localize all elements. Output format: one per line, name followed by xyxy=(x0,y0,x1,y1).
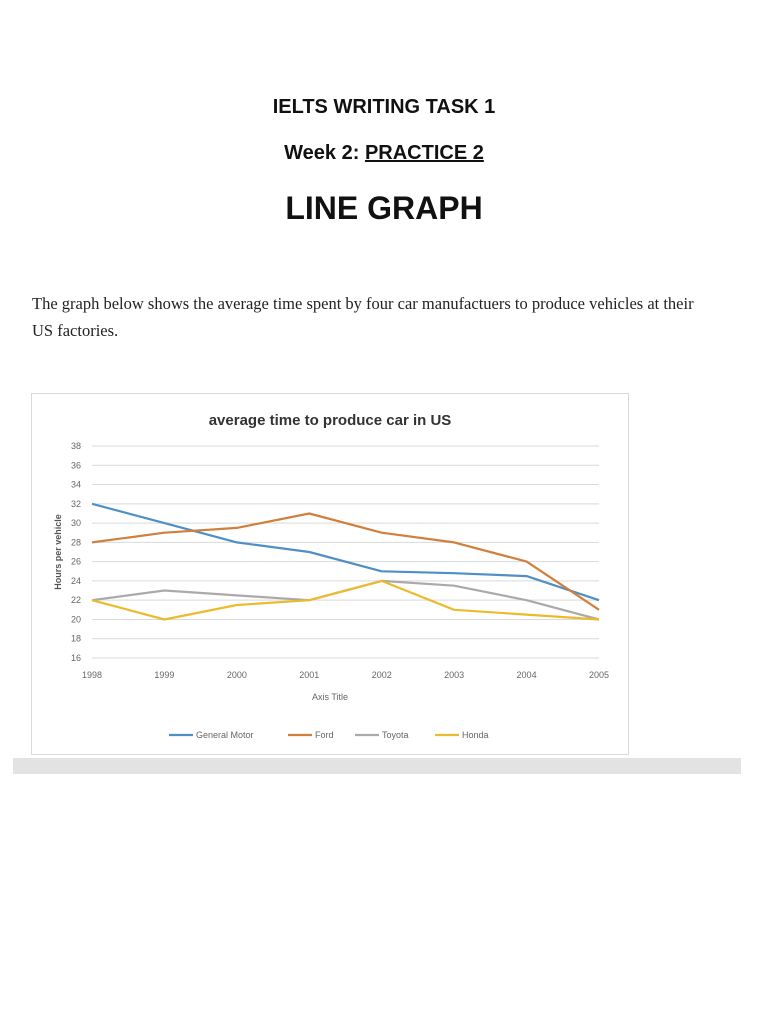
y-tick-label: 30 xyxy=(71,518,81,528)
y-tick-label: 28 xyxy=(71,537,81,547)
y-tick-label: 38 xyxy=(71,441,81,451)
series-line-general-motor xyxy=(91,502,600,602)
x-tick-label: 1998 xyxy=(82,670,102,680)
y-tick-label: 34 xyxy=(71,480,81,490)
document-title: IELTS WRITING TASK 1 xyxy=(272,96,496,118)
page-divider-bar xyxy=(13,758,741,774)
y-tick-label: 18 xyxy=(71,634,81,644)
task-prompt: The graph below shows the average time s… xyxy=(32,294,694,340)
y-tick-label: 32 xyxy=(71,499,81,509)
y-tick-label: 24 xyxy=(71,576,81,586)
x-tick-label: 2001 xyxy=(299,670,319,680)
y-tick-label: 36 xyxy=(71,460,81,470)
x-tick-label: 2003 xyxy=(444,670,464,680)
legend-label: General Motor xyxy=(196,730,254,740)
document-heading: LINE GRAPH xyxy=(285,190,483,226)
x-tick-label: 2002 xyxy=(372,670,392,680)
line-chart: average time to produce car in US 16 18 20 2… xyxy=(53,412,609,740)
chart-title: average time to produce car in US xyxy=(209,412,452,429)
subtitle-practice: PRACTICE 2 xyxy=(364,142,484,164)
series-line-ford xyxy=(91,512,600,611)
series-line-honda xyxy=(91,579,600,621)
document-subtitle: Week 2: PRACTICE 2 xyxy=(0,142,768,165)
x-axis-title: Axis Title xyxy=(312,692,348,702)
x-tick-label: 2000 xyxy=(227,670,247,680)
x-tick-label: 2005 xyxy=(589,670,609,680)
legend-label: Ford xyxy=(315,730,334,740)
y-tick-label: 20 xyxy=(71,614,81,624)
subtitle-prefix: Week 2: xyxy=(284,142,365,164)
y-tick-label: 16 xyxy=(71,653,81,663)
y-tick-label: 26 xyxy=(71,557,81,567)
y-tick-label: 22 xyxy=(71,595,81,605)
y-axis-title: Hours per vehicle xyxy=(53,514,63,590)
legend-label: Honda xyxy=(462,730,489,740)
x-tick-label: 2004 xyxy=(517,670,537,680)
legend-label: Toyota xyxy=(382,730,409,740)
x-tick-label: 1999 xyxy=(154,670,174,680)
chart-frame: average time to produce car in US 16 18 20 2… xyxy=(31,393,629,755)
